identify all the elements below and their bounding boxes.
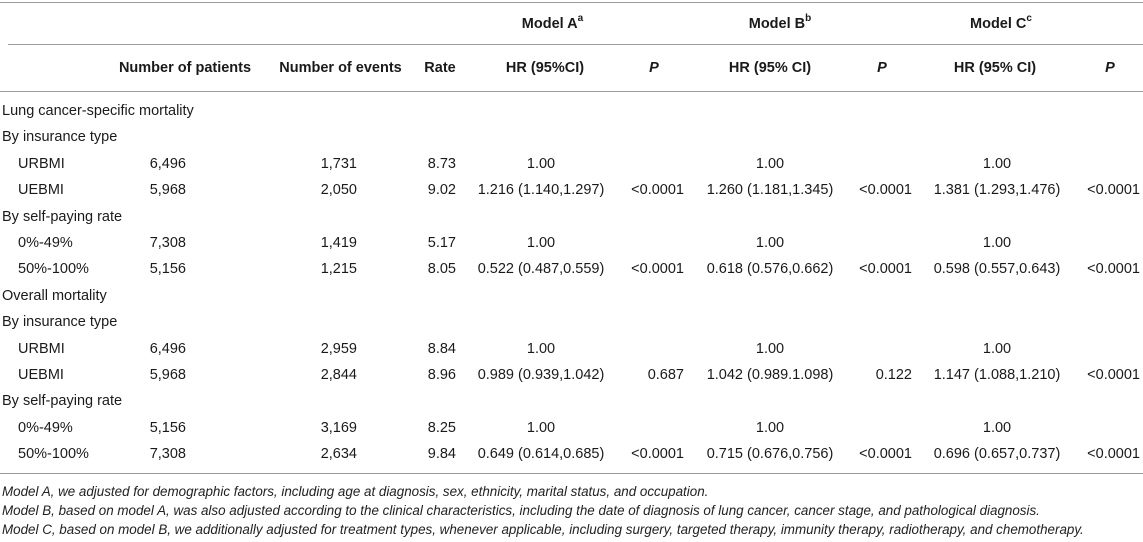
col-hr-a-header: HR (95%CI) (505, 60, 585, 76)
cell-patients: 7,308 (149, 235, 186, 251)
table-bottom-rule (0, 473, 1143, 474)
footnote-3: Model C, based on model B, we additional… (2, 522, 1084, 537)
cell-patients: 5,156 (149, 419, 186, 436)
cell-p-c: <0.0001 (1087, 182, 1140, 199)
model-a-header: Model Aa (521, 13, 584, 32)
col-patients-header: Number of patients (118, 60, 252, 76)
cell-hr-b: 1.00 (755, 419, 785, 436)
cell-rate: 8.96 (427, 367, 456, 383)
cell-hr-b: 0.618 (0.576,0.662) (706, 261, 834, 278)
col-hr-b-header: HR (95% CI) (728, 60, 812, 76)
col-p-a-header: P (649, 60, 659, 76)
cell-hr-b: 1.00 (755, 155, 785, 172)
cell-hr-a: 1.00 (526, 235, 556, 251)
section-label: By insurance type (2, 129, 118, 146)
cell-hr-a: 1.00 (526, 155, 556, 172)
cell-hr-c: 0.598 (0.557,0.643) (933, 261, 1061, 278)
cell-patients: 5,968 (149, 182, 186, 199)
col-p-c-header: P (1105, 60, 1115, 76)
footnote-1: Model A, we adjusted for demographic fac… (2, 484, 709, 499)
row-label: URBMI (18, 340, 65, 357)
cell-patients: 5,968 (149, 367, 186, 383)
cell-events: 2,050 (320, 182, 357, 199)
model-header-rule (8, 44, 1143, 45)
cell-events: 1,731 (320, 155, 357, 172)
model-c-header: Model Cc (970, 13, 1032, 32)
section-label: Lung cancer-specific mortality (2, 103, 194, 119)
cell-p-c: <0.0001 (1087, 446, 1140, 463)
cell-hr-c: 1.00 (982, 235, 1012, 251)
header-bottom-rule (0, 91, 1143, 92)
cell-hr-b: 1.00 (755, 340, 785, 357)
cell-hr-c: 1.00 (982, 340, 1012, 357)
cell-hr-b: 0.715 (0.676,0.756) (706, 446, 834, 463)
cell-rate: 9.02 (427, 182, 456, 199)
cell-events: 2,844 (320, 367, 357, 383)
cell-patients: 5,156 (149, 261, 186, 278)
cell-rate: 8.05 (427, 261, 456, 278)
section-label: By self-paying rate (2, 208, 123, 225)
cell-hr-b: 1.260 (1.181,1.345) (706, 182, 834, 199)
cell-p-c: <0.0001 (1087, 367, 1140, 383)
col-p-b-header: P (877, 60, 887, 76)
cell-p-b: 0.122 (875, 367, 912, 383)
row-label: UEBMI (18, 367, 64, 383)
table-top-rule (0, 2, 1143, 3)
section-label: Overall mortality (2, 287, 107, 304)
col-rate-header: Rate (424, 60, 456, 76)
row-label: URBMI (18, 155, 65, 172)
row-label: 0%-49% (18, 235, 73, 251)
cell-hr-c: 0.696 (0.657,0.737) (933, 446, 1061, 463)
cell-patients: 7,308 (149, 446, 186, 463)
cell-hr-a: 0.522 (0.487,0.559) (477, 261, 605, 278)
section-label: By self-paying rate (2, 393, 123, 410)
cell-hr-c: 1.00 (982, 419, 1012, 436)
cell-hr-a: 0.989 (0.939,1.042) (477, 367, 605, 383)
cell-rate: 8.84 (427, 340, 456, 357)
col-events-header: Number of events (279, 60, 402, 76)
cell-hr-b: 1.00 (755, 235, 785, 251)
footnote-2: Model B, based on model A, was also adju… (2, 503, 1040, 518)
cell-events: 2,959 (320, 340, 357, 357)
cell-p-b: <0.0001 (859, 446, 912, 463)
row-label: 0%-49% (18, 419, 73, 436)
cell-p-b: <0.0001 (859, 182, 912, 199)
cell-rate: 9.84 (427, 446, 456, 463)
row-label: 50%-100% (18, 261, 89, 278)
row-label: 50%-100% (18, 446, 89, 463)
section-label: By insurance type (2, 314, 118, 331)
cell-hr-b: 1.042 (0.989.1.098) (706, 367, 834, 383)
cell-events: 2,634 (320, 446, 357, 463)
cell-patients: 6,496 (149, 155, 186, 172)
cell-events: 3,169 (320, 419, 357, 436)
cell-rate: 8.73 (427, 155, 456, 172)
cell-hr-a: 1.216 (1.140,1.297) (477, 182, 605, 199)
row-label: UEBMI (18, 182, 64, 199)
cell-hr-a: 1.00 (526, 340, 556, 357)
cell-rate: 5.17 (427, 235, 456, 251)
cell-p-a: 0.687 (647, 367, 684, 383)
cell-hr-c: 1.147 (1.088,1.210) (933, 367, 1061, 383)
cell-p-a: <0.0001 (631, 182, 684, 199)
cell-hr-c: 1.00 (982, 155, 1012, 172)
cell-p-c: <0.0001 (1087, 261, 1140, 278)
cell-rate: 8.25 (427, 419, 456, 436)
cell-events: 1,419 (320, 235, 357, 251)
cell-patients: 6,496 (149, 340, 186, 357)
cell-hr-a: 0.649 (0.614,0.685) (477, 446, 605, 463)
cell-p-a: <0.0001 (631, 446, 684, 463)
cell-p-a: <0.0001 (631, 261, 684, 278)
cell-events: 1,215 (320, 261, 357, 278)
model-b-header: Model Bb (748, 13, 812, 32)
cell-hr-a: 1.00 (526, 419, 556, 436)
col-hr-c-header: HR (95% CI) (953, 60, 1037, 76)
cell-p-b: <0.0001 (859, 261, 912, 278)
cell-hr-c: 1.381 (1.293,1.476) (933, 182, 1061, 199)
